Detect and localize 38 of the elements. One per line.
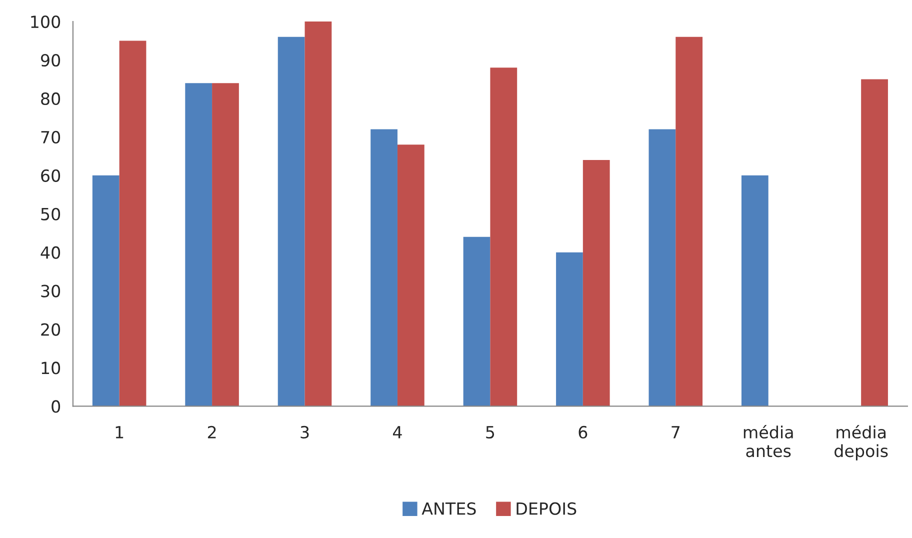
x-tick-label: 6 (578, 426, 588, 439)
y-tick-label: 70 (41, 130, 60, 144)
bar (582, 160, 610, 406)
bar (861, 79, 888, 406)
y-tick-label: 50 (41, 208, 60, 220)
bar (304, 22, 332, 406)
x-tick-label: média antes (744, 424, 793, 458)
bar (212, 83, 239, 406)
y-tick-label: 60 (41, 169, 60, 182)
y-tick-label: 40 (40, 246, 60, 259)
y-tick-label: 0 (52, 400, 60, 413)
bar (370, 129, 398, 406)
bar (676, 36, 703, 406)
y-tick-label: 20 (41, 323, 60, 336)
bar (92, 175, 120, 406)
y-tick-label: 90 (40, 54, 60, 67)
bar (397, 144, 424, 406)
bar (648, 129, 676, 406)
legend-label: ANTES (422, 502, 476, 515)
x-tick-label: 7 (672, 426, 680, 438)
bar (185, 83, 212, 406)
x-tick-label: média depois (834, 424, 888, 460)
y-tick-label: 100 (31, 15, 60, 28)
x-tick-label: 1 (116, 426, 124, 438)
x-tick-label: 5 (486, 426, 494, 439)
x-tick-label: 3 (300, 426, 309, 439)
y-tick-label: 10 (42, 362, 60, 374)
legend-label: DEPOIS (516, 502, 576, 515)
bar (463, 236, 490, 406)
bar (490, 68, 518, 406)
y-tick-label: 80 (41, 92, 60, 106)
bar (556, 252, 583, 406)
bar (119, 40, 146, 406)
bar (741, 175, 768, 406)
x-tick-label: 2 (208, 426, 216, 438)
y-tick-label: 30 (41, 284, 60, 298)
x-tick-label: 4 (392, 426, 402, 438)
bar (278, 36, 305, 406)
